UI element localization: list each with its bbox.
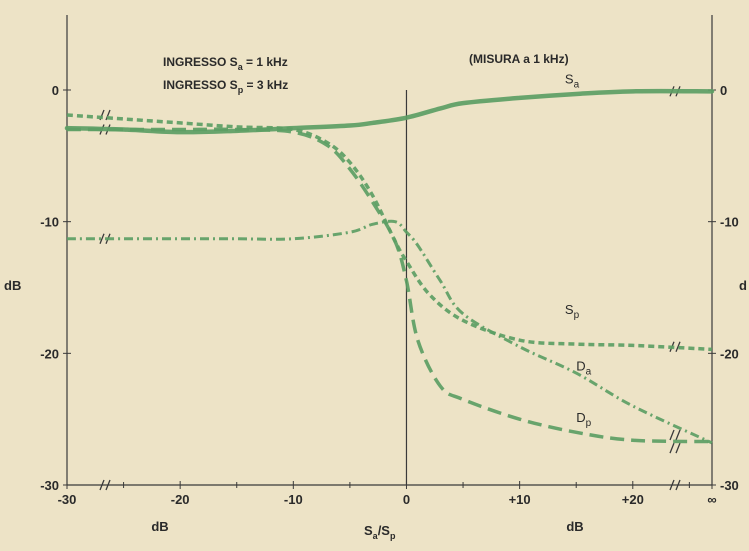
measure-annotation: (MISURA a 1 kHz): [469, 52, 569, 66]
x-tick-label: -10: [284, 492, 303, 507]
x-axis-label-left: dB: [151, 519, 168, 534]
y-tick-label-left: -10: [40, 215, 59, 230]
x-tick-label: -20: [171, 492, 190, 507]
y-tick-label-left: -20: [40, 346, 59, 361]
x-tick-label: +10: [509, 492, 531, 507]
y-tick-label-right: -20: [720, 346, 739, 361]
y-axis-label-left: dB: [4, 278, 21, 293]
x-tick-label: +20: [622, 492, 644, 507]
y-axis-label-right: d: [739, 278, 747, 293]
x-tick-label: ∞: [707, 492, 716, 507]
x-axis-label-right: dB: [566, 519, 583, 534]
y-tick-label-right: 0: [720, 83, 727, 98]
x-tick-label: -30: [58, 492, 77, 507]
y-tick-label-left: 0: [52, 83, 59, 98]
y-tick-label-right: -10: [720, 215, 739, 230]
x-tick-label: 0: [403, 492, 410, 507]
y-tick-label-left: -30: [40, 478, 59, 493]
y-tick-label-right: -30: [720, 478, 739, 493]
